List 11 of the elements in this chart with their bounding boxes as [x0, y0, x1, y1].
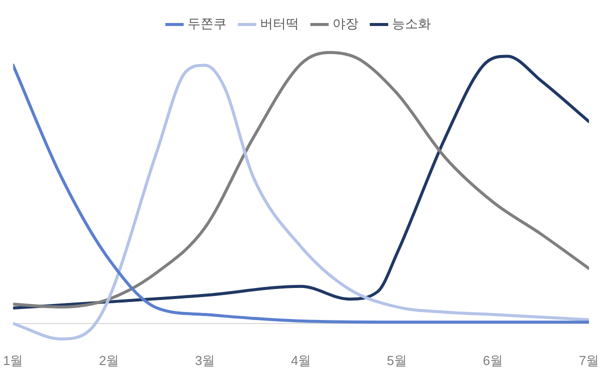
x-tick-label: 3월: [194, 352, 216, 368]
x-tick-label: 5월: [386, 352, 408, 368]
legend-label: 버터떡: [260, 16, 299, 32]
x-tick-label: 6월: [482, 352, 504, 368]
x-tick-label: 2월: [98, 352, 120, 368]
x-tick-label: 1월: [3, 352, 24, 368]
x-tick-label: 7월: [578, 352, 600, 368]
legend-label: 두쫀쿠: [188, 16, 226, 32]
x-tick-label: 4월: [290, 352, 312, 368]
legend-label: 능소화: [392, 16, 431, 32]
legend-label: 야장: [332, 16, 358, 32]
